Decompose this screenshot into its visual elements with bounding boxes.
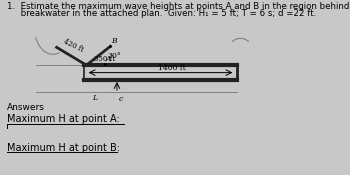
Text: A: A (105, 55, 111, 63)
Text: L: L (92, 94, 97, 102)
Text: B: B (111, 37, 117, 45)
Text: c: c (119, 95, 123, 103)
Text: 30°: 30° (107, 52, 121, 60)
Text: 1.  Estimate the maximum wave heights at points A and B in the region behind the: 1. Estimate the maximum wave heights at … (7, 2, 350, 11)
Text: breakwater in the attached plan.  Given: H₁ = 5 ft; T = 6 s; d =22 ft.: breakwater in the attached plan. Given: … (7, 9, 316, 18)
Text: Answers: Answers (7, 103, 44, 112)
Text: 350 ft: 350 ft (94, 55, 116, 63)
Text: Maximum H at point B:: Maximum H at point B: (7, 143, 119, 153)
Text: 420 ft: 420 ft (62, 37, 84, 53)
Text: Maximum H at point A:: Maximum H at point A: (7, 114, 119, 124)
Text: 1400 ft: 1400 ft (158, 64, 185, 72)
